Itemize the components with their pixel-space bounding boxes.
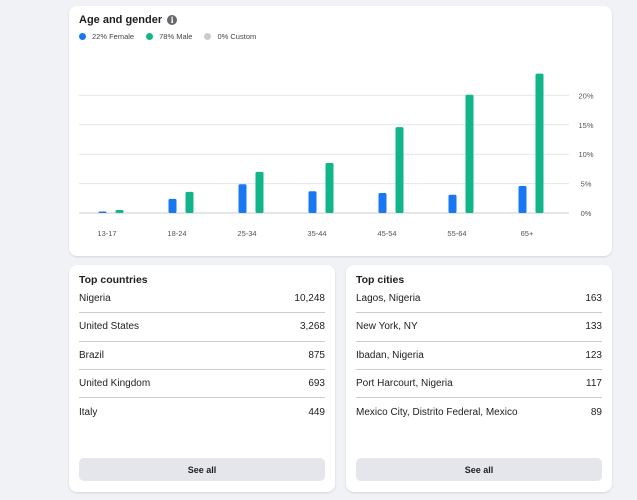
bar-female-55-64 (448, 194, 457, 213)
country-value: 10,248 (294, 293, 325, 305)
city-name: New York, NY (356, 321, 418, 333)
age-gender-chart: 0% 5% 10% 15% 20% 13-17 18-24 25-34 35-44 45-54 55… (79, 73, 594, 238)
city-value: 133 (585, 321, 602, 333)
y-tick-label: 10% (578, 150, 593, 159)
x-tick-label: 55-64 (447, 229, 466, 238)
bar-male-18-24 (185, 191, 194, 213)
x-tick-label: 35-44 (307, 229, 326, 238)
bar-female-45-54 (378, 193, 387, 213)
list-item: United Kingdom 693 (79, 370, 325, 399)
y-tick-label: 5% (581, 180, 592, 189)
list-item: Port Harcourt, Nigeria 117 (356, 370, 602, 399)
age-gender-card: 0% 5% 10% 15% 20% 13-17 18-24 25-34 35-44 45-54 55… (69, 6, 612, 256)
see-all-countries-button[interactable]: See all (79, 458, 325, 481)
country-value: 693 (308, 378, 325, 390)
legend-item-custom: 0% Custom (204, 32, 256, 41)
bar-female-35-44 (308, 191, 317, 213)
top-cities-list: Lagos, Nigeria 163 New York, NY 133 Ibad… (356, 285, 602, 426)
list-item: United States 3,268 (79, 313, 325, 342)
age-gender-title-row: Age and gender i (79, 14, 178, 26)
chart-legend: 22% Female 78% Male 0% Custom (79, 32, 256, 41)
city-value: 89 (590, 406, 602, 418)
country-name: United States (79, 321, 140, 333)
country-name: United Kingdom (79, 378, 151, 390)
bar-female-13-17 (98, 211, 107, 213)
legend-item-female: 22% Female (79, 32, 134, 41)
x-tick-label: 45-54 (377, 229, 396, 238)
city-name: Lagos, Nigeria (356, 293, 421, 305)
country-name: Brazil (79, 349, 105, 361)
city-value: 123 (585, 349, 602, 361)
top-countries-list: Nigeria 10,248 United States 3,268 Brazi… (79, 285, 325, 426)
bar-male-13-17 (115, 210, 124, 213)
x-tick-label: 18-24 (167, 229, 186, 238)
bar-female-65+ (518, 185, 527, 213)
legend-label-custom: 0% Custom (217, 32, 257, 41)
top-cities-card: Top cities Lagos, Nigeria 163 New York, … (346, 265, 612, 492)
list-item: Mexico City, Distrito Federal, Mexico 89 (356, 398, 602, 426)
bar-female-18-24 (168, 198, 177, 213)
country-value: 3,268 (299, 321, 325, 333)
legend-item-male: 78% Male (146, 32, 192, 41)
country-name: Italy (79, 406, 98, 418)
legend-label-male: 78% Male (159, 32, 193, 41)
city-value: 117 (586, 378, 602, 390)
list-item: New York, NY 133 (356, 313, 602, 342)
country-value: 875 (308, 349, 325, 361)
x-tick-label: 25-34 (237, 229, 256, 238)
age-gender-title: Age and gender (79, 14, 163, 26)
x-tick-label: 65+ (521, 229, 534, 238)
country-name: Nigeria (79, 293, 111, 305)
city-name: Port Harcourt, Nigeria (356, 378, 453, 390)
legend-dot-male (146, 33, 154, 40)
info-icon[interactable]: i (167, 15, 178, 25)
top-countries-title: Top countries (79, 274, 148, 286)
y-tick-label: 20% (578, 91, 593, 100)
bar-male-25-34 (255, 171, 264, 213)
see-all-cities-button[interactable]: See all (356, 458, 602, 481)
list-item: Italy 449 (79, 398, 325, 426)
list-item: Nigeria 10,248 (79, 285, 325, 314)
top-cities-title: Top cities (356, 274, 405, 286)
bar-male-35-44 (325, 163, 334, 213)
legend-dot-custom (204, 33, 212, 40)
top-countries-card: Top countries Nigeria 10,248 United Stat… (69, 265, 335, 492)
bar-female-25-34 (238, 184, 247, 213)
city-name: Ibadan, Nigeria (356, 349, 424, 361)
y-tick-label: 0% (581, 209, 592, 218)
city-name: Mexico City, Distrito Federal, Mexico (356, 406, 518, 418)
bar-male-55-64 (465, 94, 474, 213)
list-item: Brazil 875 (79, 342, 325, 370)
list-item: Ibadan, Nigeria 123 (356, 342, 602, 370)
country-value: 449 (308, 406, 325, 418)
city-value: 163 (585, 293, 602, 305)
bar-male-45-54 (395, 127, 404, 213)
legend-dot-female (79, 33, 86, 40)
x-tick-label: 13-17 (97, 229, 116, 238)
list-item: Lagos, Nigeria 163 (356, 285, 602, 314)
bar-male-65+ (535, 73, 544, 213)
legend-label-female: 22% Female (92, 32, 135, 41)
y-tick-label: 15% (578, 121, 593, 130)
